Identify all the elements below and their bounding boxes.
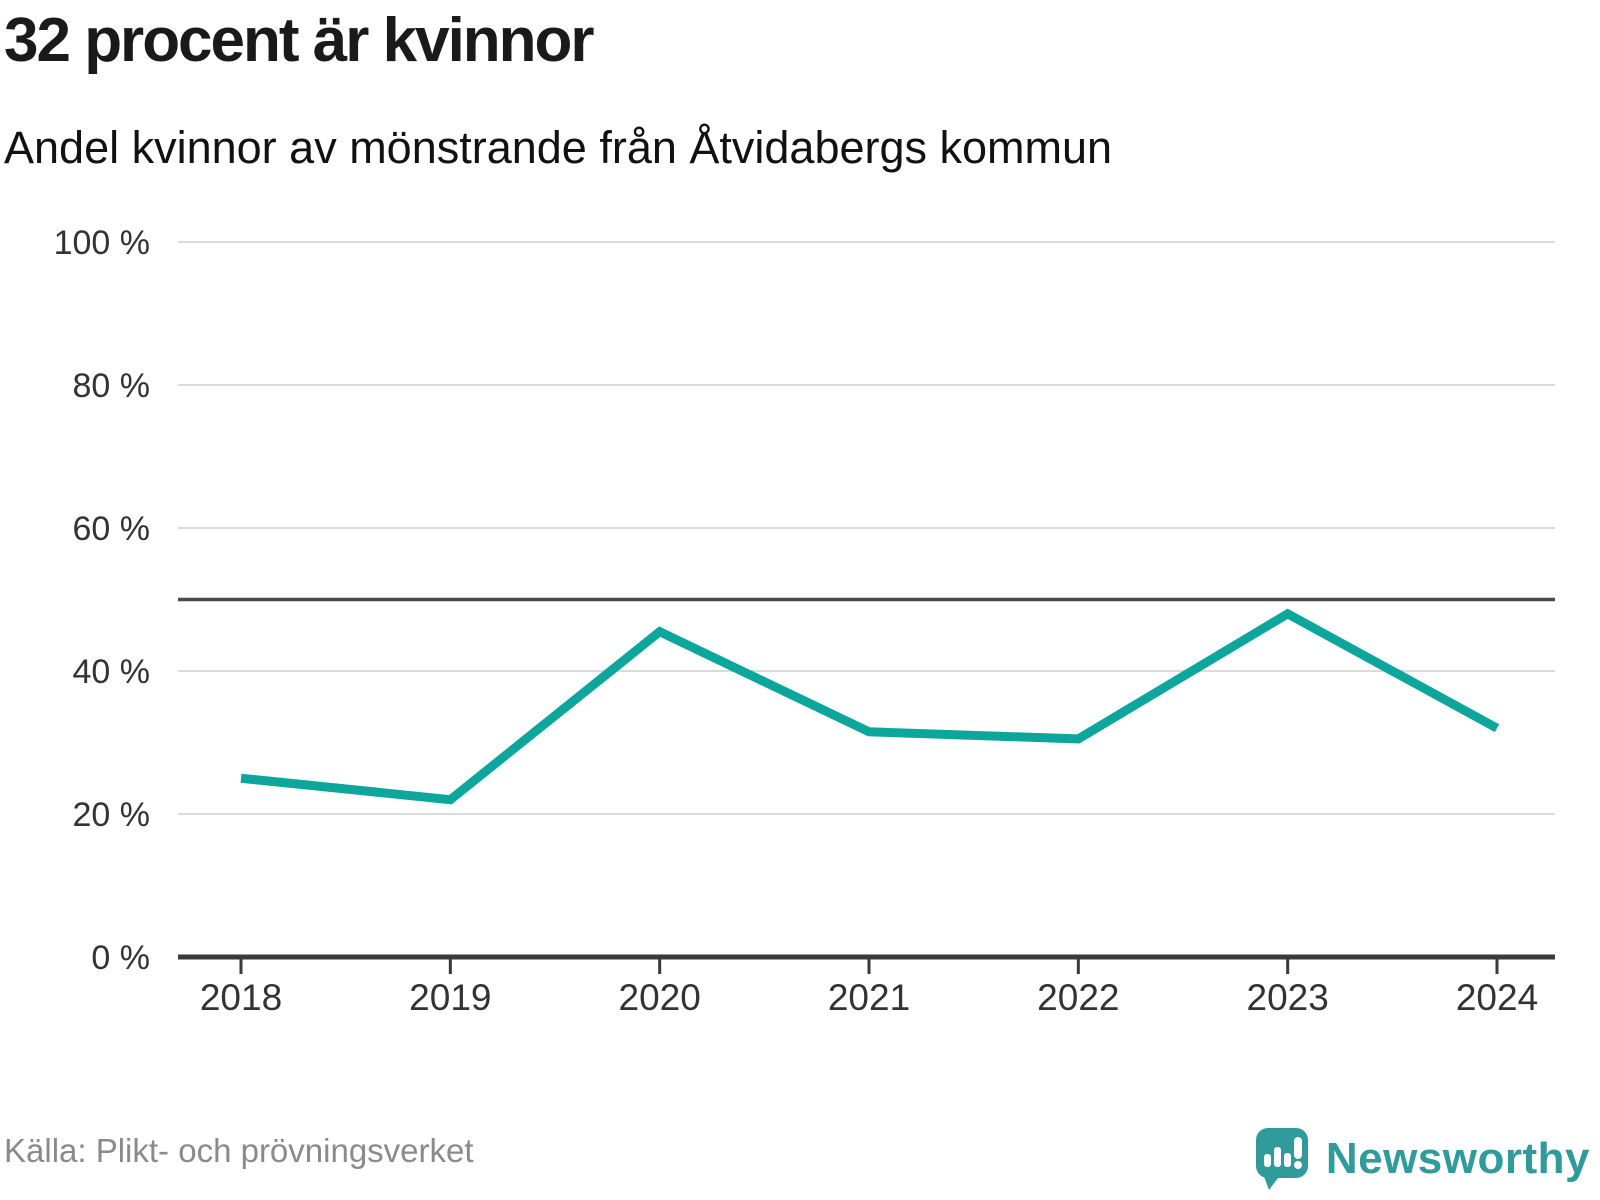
data-line-andel-kvinnor (240, 608, 1500, 805)
x-axis-tick-label: 2022 (1037, 977, 1119, 1018)
y-axis-tick-label: 60 % (73, 510, 151, 548)
y-axis-tick-label: 40 % (73, 653, 151, 691)
y-axis-tick-label: 100 % (54, 224, 150, 262)
x-axis-tick-label: 2019 (409, 977, 491, 1018)
chart-title: 32 procent är kvinnor (4, 6, 595, 75)
y-axis-tick-label: 80 % (73, 367, 151, 405)
x-axis-tick-label: 2024 (1456, 977, 1538, 1018)
y-axis-tick-label: 20 % (73, 796, 151, 834)
source-caption: Källa: Plikt- och prövningsverket (4, 1132, 474, 1169)
chart-subtitle: Andel kvinnor av mönstrande från Åtvidab… (4, 122, 1113, 173)
brand-lockup: Newsworthy (1254, 1128, 1590, 1190)
newsworthy-logo-icon (1255, 1128, 1308, 1190)
x-axis-tick-label: 2023 (1247, 977, 1329, 1018)
x-axis-tick-label: 2021 (828, 977, 910, 1018)
y-axis-tick-label: 0 % (91, 939, 150, 977)
x-axis-tick-label: 2018 (200, 977, 282, 1018)
brand-name: Newsworthy (1325, 1134, 1590, 1183)
x-axis-tick-label: 2020 (619, 977, 701, 1018)
